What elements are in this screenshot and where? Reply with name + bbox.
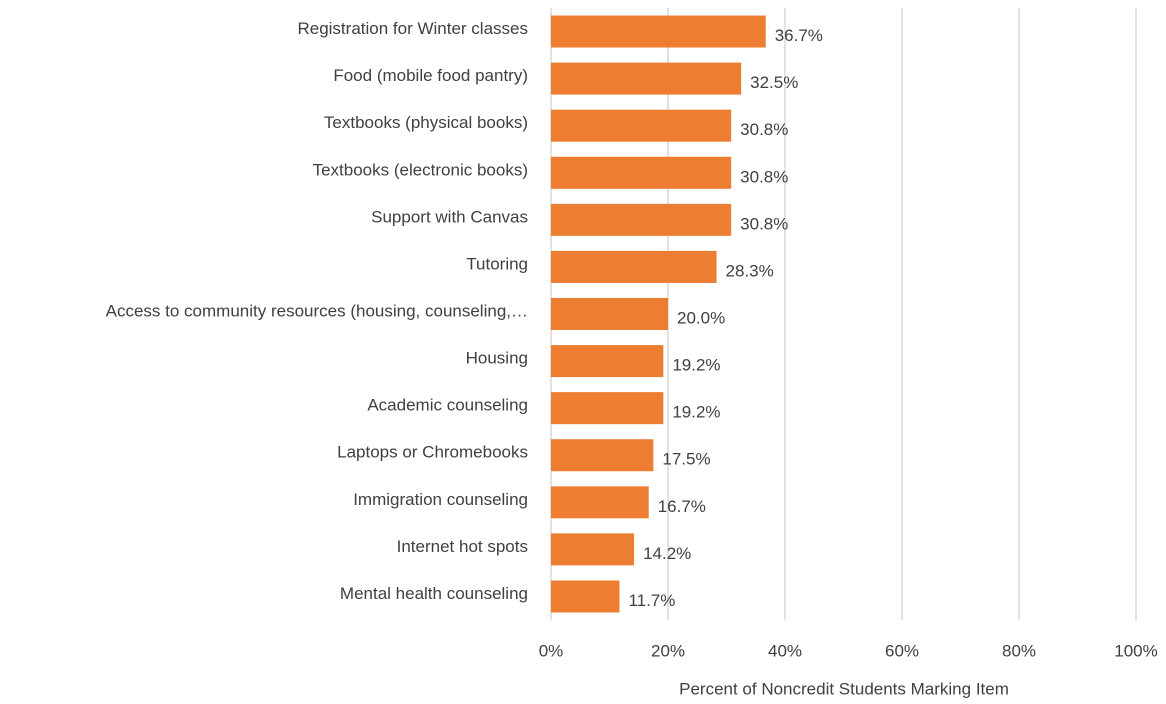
y-tick-label: Registration for Winter classes (297, 19, 528, 38)
y-tick-label: Internet hot spots (397, 537, 528, 556)
x-tick-label: 100% (1114, 641, 1157, 660)
bar (551, 533, 635, 566)
y-tick-label: Textbooks (physical books) (324, 113, 528, 132)
data-label: 19.2% (672, 356, 720, 375)
y-tick-label: Tutoring (466, 254, 528, 273)
x-tick-label: 60% (885, 641, 919, 660)
x-tick-label: 40% (768, 641, 802, 660)
x-tick-label: 0% (539, 641, 564, 660)
x-tick-label: 80% (1002, 641, 1036, 660)
bar (551, 486, 649, 519)
data-label: 36.7% (775, 26, 823, 45)
bar (551, 109, 732, 142)
bar (551, 156, 732, 189)
bar (551, 392, 664, 425)
y-tick-label: Access to community resources (housing, … (106, 301, 528, 320)
bar (551, 439, 654, 472)
y-tick-label: Housing (466, 349, 528, 368)
y-tick-label: Immigration counseling (353, 490, 528, 509)
data-label: 11.7% (628, 591, 675, 610)
bar (551, 580, 620, 613)
y-tick-label: Academic counseling (367, 396, 528, 415)
data-label: 30.8% (740, 214, 788, 233)
data-label: 28.3% (726, 261, 774, 280)
data-label: 14.2% (643, 544, 691, 563)
data-label: 30.8% (740, 167, 788, 186)
data-label: 32.5% (750, 73, 798, 92)
data-label: 30.8% (740, 120, 788, 139)
bar (551, 203, 732, 236)
bar (551, 345, 664, 378)
y-tick-label: Textbooks (electronic books) (313, 160, 528, 179)
data-label: 20.0% (677, 308, 725, 327)
data-label: 19.2% (672, 403, 720, 422)
y-tick-label: Laptops or Chromebooks (337, 443, 528, 462)
x-tick-label: 20% (651, 641, 685, 660)
y-tick-label: Support with Canvas (371, 207, 528, 226)
bar (551, 15, 766, 48)
y-tick-label: Food (mobile food pantry) (333, 66, 528, 85)
bar (551, 62, 742, 95)
bar (551, 250, 717, 283)
data-label: 16.7% (658, 497, 706, 516)
x-axis-title: Percent of Noncredit Students Marking It… (679, 679, 1009, 698)
bar (551, 298, 668, 330)
y-tick-label: Mental health counseling (340, 584, 528, 603)
data-label: 17.5% (662, 450, 710, 469)
